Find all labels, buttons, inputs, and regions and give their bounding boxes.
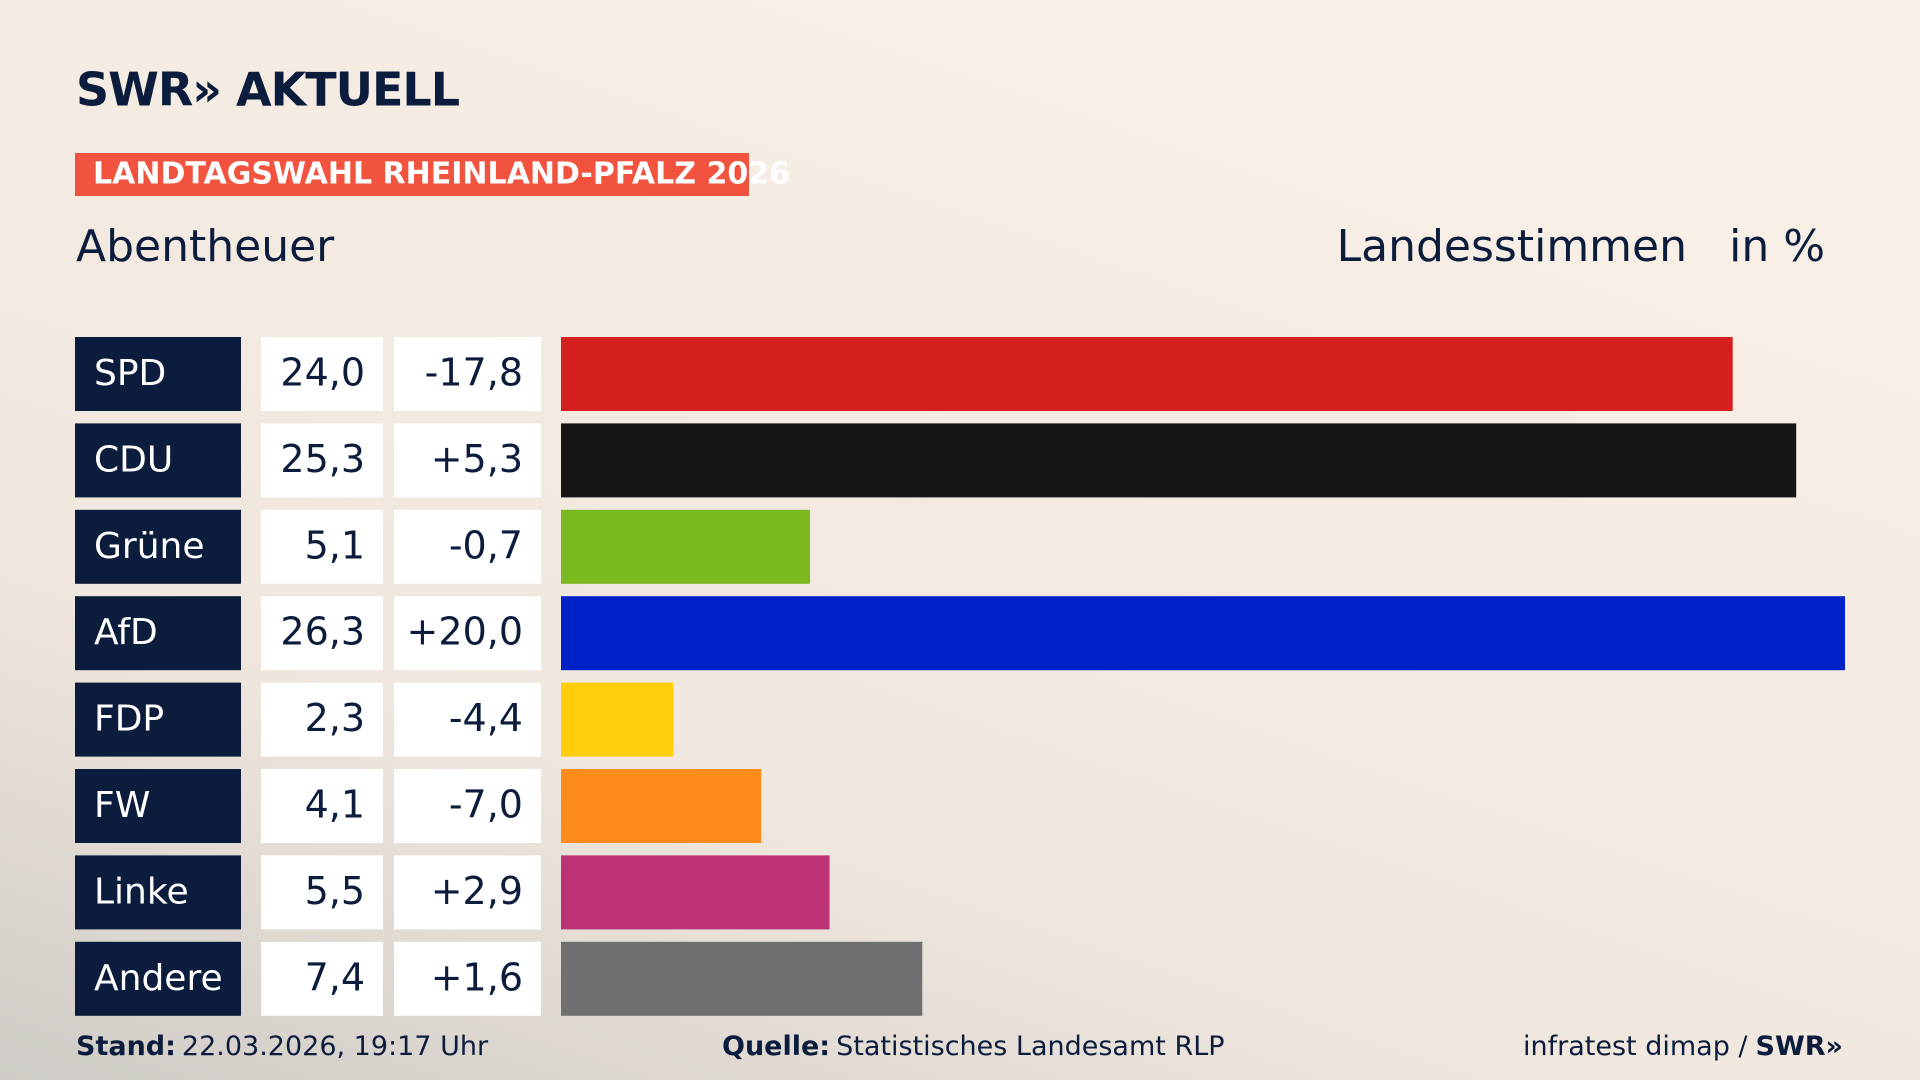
value-label: 2,3: [305, 696, 365, 740]
party-label: Andere: [94, 958, 223, 999]
change-label: -7,0: [449, 783, 523, 827]
change-label: -17,8: [425, 351, 523, 395]
change-box: [394, 509, 541, 584]
stand: 22.03.2026, 19:17 Uhr: [182, 1031, 489, 1062]
change-label: +5,3: [431, 437, 523, 481]
bar: [561, 941, 923, 1016]
bar: [561, 769, 762, 843]
change-box: [394, 855, 541, 930]
banner-box: [75, 153, 749, 196]
party-box: [75, 596, 241, 671]
bar: [561, 682, 674, 757]
footer-stand: Stand: 22.03.2026, 19:17 Uhr: [76, 1031, 489, 1062]
value-label: 5,1: [305, 523, 365, 567]
credit: infratest dimap /: [1523, 1031, 1748, 1062]
value-label: 24,0: [280, 351, 365, 395]
subtitle: Landesstimmen: [1337, 221, 1687, 272]
party-box: [75, 769, 241, 843]
bar: [561, 596, 1845, 671]
party-box: [75, 682, 241, 757]
bar: [561, 423, 1797, 498]
change-box: [394, 337, 541, 411]
value-label: 25,3: [280, 437, 365, 481]
value-box: [261, 682, 383, 757]
bar: [561, 855, 830, 930]
banner: LANDTAGSWAHL RHEINLAND-PFALZ 2026: [93, 157, 790, 192]
bar: [561, 509, 810, 584]
party-label: Linke: [94, 871, 189, 912]
value-box: [261, 855, 383, 930]
change-label: -4,4: [449, 696, 523, 740]
value-box: [261, 769, 383, 843]
change-label: +1,6: [431, 955, 523, 999]
footer-source: Quelle: Statistisches Landesamt RLP: [722, 1031, 1225, 1062]
value-box: [261, 423, 383, 498]
value-label: 4,1: [305, 783, 365, 827]
change-box: [394, 769, 541, 843]
party-label: CDU: [94, 439, 173, 480]
party-label: SPD: [94, 353, 166, 394]
value-label: 5,5: [305, 869, 365, 913]
party-label: Grüne: [94, 526, 204, 567]
change-box: [394, 596, 541, 671]
change-box: [394, 682, 541, 757]
change-label: +20,0: [407, 610, 523, 654]
party-box: [75, 423, 241, 498]
party-box: [75, 509, 241, 584]
party-box: [75, 941, 241, 1016]
stand-label: Stand:: [76, 1031, 176, 1062]
change-box: [394, 423, 541, 498]
value-box: [261, 337, 383, 411]
unit: in %: [1729, 221, 1825, 272]
source-label: Quelle:: [722, 1031, 830, 1062]
brand: SWR»: [1756, 1031, 1843, 1062]
logo: SWR» AKTUELL: [76, 63, 460, 117]
value-box: [261, 509, 383, 584]
change-label: +2,9: [431, 869, 523, 913]
party-box: [75, 855, 241, 930]
bar: [561, 337, 1733, 411]
change-label: -0,7: [449, 523, 523, 567]
party-label: FDP: [94, 699, 164, 740]
party-label: AfD: [94, 612, 158, 653]
chart-title: Abentheuer: [76, 221, 335, 272]
footer-credit: infratest dimap / SWR»: [1523, 1031, 1843, 1062]
source: Statistisches Landesamt RLP: [836, 1031, 1224, 1062]
party-label: FW: [94, 785, 150, 826]
value-label: 7,4: [305, 955, 365, 999]
value-box: [261, 941, 383, 1016]
party-box: [75, 337, 241, 411]
value-label: 26,3: [280, 610, 365, 654]
value-box: [261, 596, 383, 671]
change-box: [394, 941, 541, 1016]
